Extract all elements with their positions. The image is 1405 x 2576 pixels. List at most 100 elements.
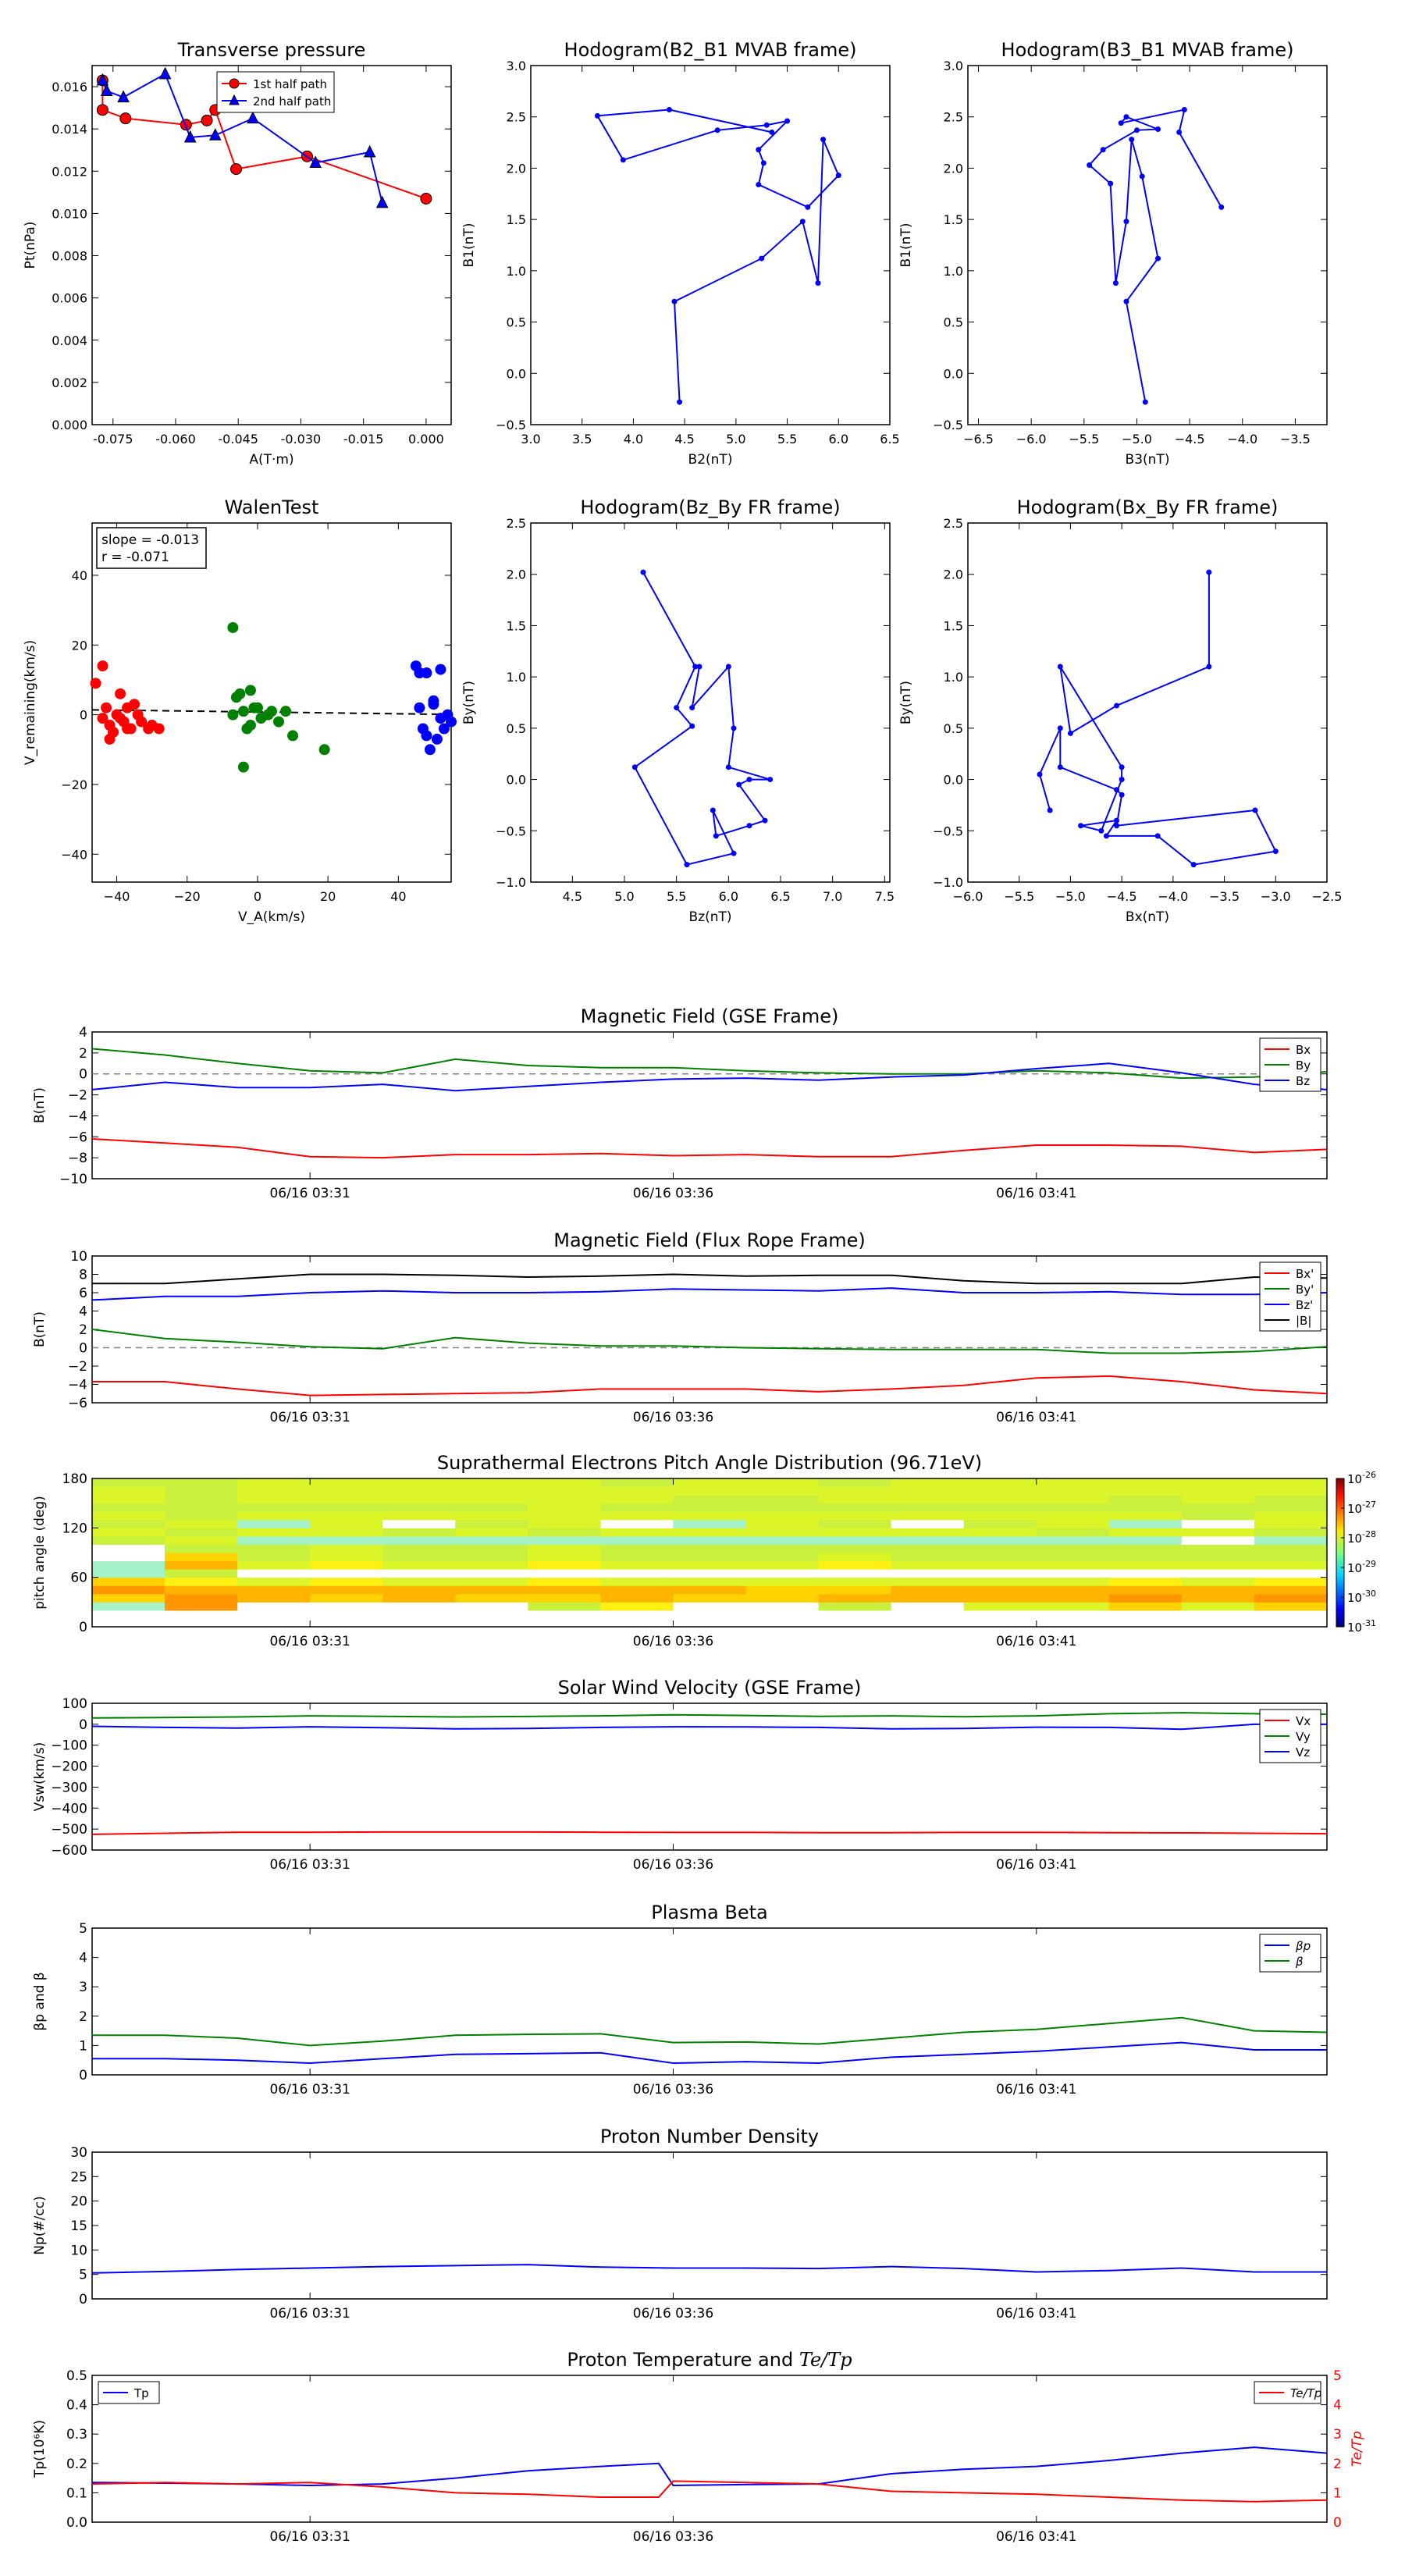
y-tick-label: −400 (51, 1801, 87, 1816)
heatmap-cell (600, 1602, 674, 1611)
x-tick-label: 6.5 (770, 889, 790, 904)
heatmap-cell (745, 1593, 820, 1603)
series-1st-half-path-marker (230, 163, 243, 176)
x-tick-label: 06/16 03:36 (633, 2082, 713, 2097)
heatmap-cell (891, 1535, 965, 1545)
y-tick-label: 40 (72, 568, 87, 583)
series-0-point (1037, 771, 1043, 777)
x-tick-label: −6.0 (953, 889, 984, 904)
chart-title-text: Proton Temperature and (567, 2349, 799, 2371)
series-0-point (97, 660, 108, 672)
heatmap-cell (600, 1503, 674, 1512)
heatmap-cell (963, 1593, 1037, 1603)
heatmap-cell (745, 1495, 820, 1504)
heatmap-cell (818, 1519, 892, 1528)
heatmap-cell (165, 1569, 238, 1578)
heatmap-cell (92, 1569, 165, 1578)
heatmap-cell (1254, 1553, 1328, 1562)
heatmap-cell (745, 1569, 820, 1578)
x-tick-label: 4.5 (563, 889, 582, 904)
heatmap-cell (528, 1602, 601, 1611)
heatmap-cell (1254, 1593, 1328, 1603)
heatmap-cell (382, 1503, 456, 1512)
heatmap-cell (528, 1535, 601, 1545)
heatmap-cell (1036, 1519, 1110, 1528)
colorbar-exponent: -31 (1362, 1618, 1376, 1628)
heatmap-cell (600, 1553, 674, 1562)
series-0-point (769, 129, 775, 135)
heatmap-cell (310, 1478, 383, 1488)
y-tick-label: 0.014 (52, 122, 87, 137)
series-2nd-half-path-marker (96, 73, 109, 86)
heatmap-cell (818, 1560, 892, 1570)
plot-frame (967, 522, 1328, 883)
heatmap-cell (673, 1569, 747, 1578)
heatmap-cell (1036, 1593, 1110, 1603)
heatmap-cell (673, 1585, 747, 1595)
heatmap-cell (963, 1478, 1037, 1488)
y-tick-label: 3 (79, 1980, 87, 1995)
heatmap-cell (1181, 1528, 1255, 1537)
y-tick-label: 0.3 (66, 2427, 87, 2443)
heatmap-cell (455, 1503, 528, 1512)
legend-box (1259, 1934, 1321, 1973)
plot-frame (967, 65, 1328, 425)
y-tick-label: 1.0 (507, 670, 526, 685)
heatmap-cell (891, 1577, 965, 1586)
y-tick-label: −1.0 (496, 875, 526, 890)
series-0-point (696, 664, 702, 670)
heatmap-cell (818, 1495, 892, 1504)
heatmap-cell (1036, 1553, 1110, 1562)
series-0-point (671, 298, 678, 304)
series-1-point (273, 716, 285, 728)
y-tick-label: −300 (51, 1780, 87, 1795)
chart-title: Hodogram(Bx_By FR frame) (1017, 496, 1279, 518)
x-tick-label: 40 (390, 889, 406, 904)
heatmap-cell (818, 1528, 892, 1537)
heatmap-cell (963, 1503, 1037, 1512)
heatmap-cell (1254, 1569, 1328, 1578)
y-tick-label: 2.0 (507, 568, 526, 582)
series-0-point (1114, 817, 1120, 824)
y-tick-label: 15 (70, 2218, 87, 2234)
y-axis-label: Pt(nPa) (23, 222, 38, 269)
series-0-point (1139, 173, 1145, 180)
colorbar-base: 10 (1347, 1532, 1362, 1546)
heatmap-cell (528, 1486, 601, 1496)
heatmap-cell (891, 1544, 965, 1553)
heatmap-cell (92, 1528, 165, 1537)
series--p-line (92, 2041, 1327, 2065)
heatmap-cell (237, 1503, 311, 1512)
heatmap-cell (1181, 1553, 1255, 1562)
heatmap-cell (1181, 1560, 1255, 1570)
y-tick-label: 100 (62, 1696, 87, 1712)
y-tick-label: −0.5 (933, 418, 963, 432)
x-tick-label: 06/16 03:41 (996, 2306, 1076, 2322)
series-0-point (1112, 280, 1119, 286)
plot-frame (91, 522, 452, 883)
heatmap-cell (745, 1528, 820, 1537)
y-tick-label: 0.004 (52, 333, 87, 348)
heatmap-cell (237, 1486, 311, 1496)
heatmap-cell (818, 1569, 892, 1578)
series-0-point (674, 705, 680, 711)
series-0-point (1142, 399, 1148, 405)
heatmap-cell (92, 1511, 165, 1521)
heatmap-cell (165, 1553, 238, 1562)
heatmap-cell (455, 1486, 528, 1496)
series-bx-line (91, 1138, 1328, 1159)
series-0-point (1176, 129, 1183, 135)
series-0-point (1057, 725, 1063, 731)
y-tick-label: 0.006 (52, 291, 87, 306)
heatmap-cell (818, 1585, 892, 1595)
heatmap-cell (1181, 1486, 1255, 1496)
heatmap-cell (237, 1560, 311, 1570)
y-tick-label: −4 (68, 1108, 87, 1124)
series-0-point (689, 705, 695, 711)
heatmap-cell (891, 1593, 965, 1603)
heatmap-cell (1108, 1519, 1183, 1528)
heatmap-cell (237, 1478, 311, 1488)
series-0-point (756, 181, 762, 187)
heatmap-cell (92, 1585, 165, 1595)
y-tick-label: −8 (68, 1151, 87, 1166)
